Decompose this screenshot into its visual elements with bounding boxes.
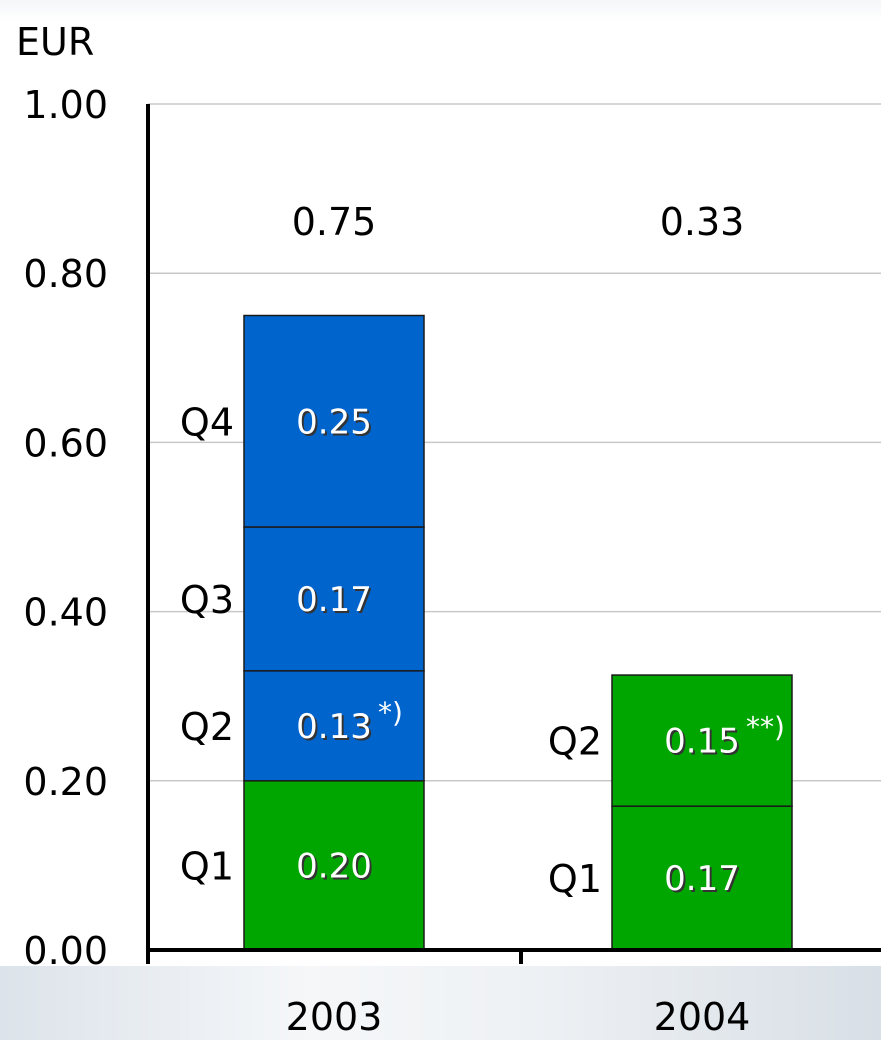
bottom-background-band (0, 966, 881, 1040)
segment-value-label: 0.17 (664, 859, 740, 899)
segment-value-label: 0.13 (296, 707, 372, 747)
y-tick-label: 1.00 (23, 83, 108, 127)
x-category-label: 2004 (654, 995, 751, 1039)
bars (243, 314, 793, 951)
total-label: 0.33 (660, 200, 745, 244)
total-label: 0.75 (292, 200, 377, 244)
quarter-label: Q1 (180, 844, 234, 888)
segment-value-label: 0.25 (296, 402, 372, 442)
y-tick-label: 0.00 (23, 929, 108, 973)
segment-value-shadow: 0.25 (298, 404, 374, 444)
top-background-band (0, 0, 881, 22)
quarter-label: Q2 (180, 705, 234, 749)
bar-segment (243, 526, 425, 672)
segment-value-label: 0.15 (664, 722, 740, 762)
quarter-label: Q1 (548, 857, 602, 901)
bar-segment (243, 314, 425, 528)
segment-value-shadow: 0.15 (666, 724, 742, 764)
segment-value-shadow: 0.20 (298, 848, 374, 888)
axes (146, 104, 881, 964)
y-tick-label: 0.20 (23, 760, 108, 804)
segment-value-shadow: 0.17 (666, 861, 742, 901)
segment-value-shadow: 0.13 (298, 709, 374, 749)
y-tick-label: 0.40 (23, 591, 108, 635)
y-tick-label: 0.80 (23, 252, 108, 296)
segment-value-label: 0.17 (296, 580, 372, 620)
bar-segment (611, 805, 793, 951)
segment-footnote: **) (746, 711, 785, 744)
y-unit-label: EUR (16, 20, 94, 64)
quarter-label: Q3 (180, 578, 234, 622)
x-category-label: 2003 (286, 995, 383, 1039)
quarter-label: Q2 (548, 720, 602, 764)
segment-value-shadow: 0.17 (298, 582, 374, 622)
segment-value-label: 0.20 (296, 846, 372, 886)
segment-footnote: *) (378, 696, 403, 729)
y-tick-label: 0.60 (23, 421, 108, 465)
bar-segment (611, 674, 793, 807)
quarter-label: Q4 (180, 400, 234, 444)
bar-segment (243, 670, 425, 782)
